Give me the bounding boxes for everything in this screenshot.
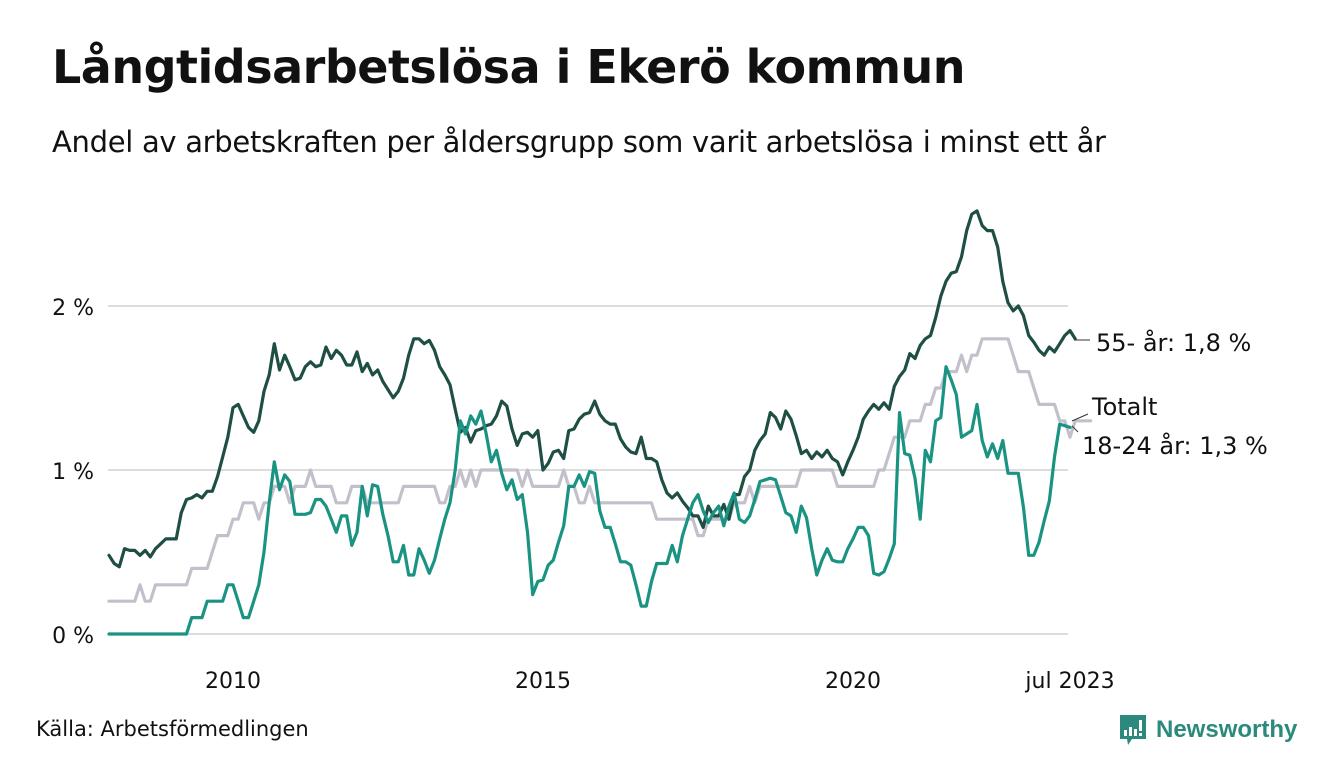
- x-tick-label: 2015: [515, 669, 571, 694]
- y-tick-label: 1 %: [52, 460, 94, 485]
- series-line-55-r: [107, 209, 1077, 569]
- x-tick-label: 2020: [825, 669, 881, 694]
- grid-lines: [108, 305, 1068, 635]
- logo-text: Newsworthy: [1156, 716, 1298, 743]
- series-end-label: Totalt: [1091, 393, 1157, 421]
- series-line-18-24-r: [107, 365, 1072, 636]
- chart-title: Långtidsarbetslösa i Ekerö kommun: [52, 40, 966, 94]
- x-tick-label: jul 2023: [1024, 669, 1114, 694]
- newsworthy-logo[interactable]: Newsworthy: [1118, 713, 1297, 747]
- newsworthy-chart-bubble-icon: [1120, 715, 1146, 745]
- series-labels: 55- år: 1,8 % Totalt 18-24 år: 1,3 %: [1071, 328, 1268, 460]
- x-axis-ticks: 2010 2015 2020 jul 2023: [205, 669, 1115, 694]
- y-tick-label: 0 %: [52, 624, 94, 649]
- series-end-label: 55- år: 1,8 %: [1096, 328, 1251, 357]
- source-note: Källa: Arbetsförmedlingen: [36, 717, 309, 741]
- label-leader-line: [1071, 413, 1089, 422]
- y-axis-ticks: 0 % 1 % 2 %: [52, 296, 94, 649]
- label-leader-line: [1071, 425, 1079, 433]
- series-end-label: 18-24 år: 1,3 %: [1082, 431, 1268, 460]
- series-lines: [107, 209, 1093, 636]
- x-tick-label: 2010: [205, 669, 261, 694]
- y-tick-label: 2 %: [52, 296, 94, 321]
- chart-subtitle: Andel av arbetskraften per åldersgrupp s…: [52, 125, 1106, 159]
